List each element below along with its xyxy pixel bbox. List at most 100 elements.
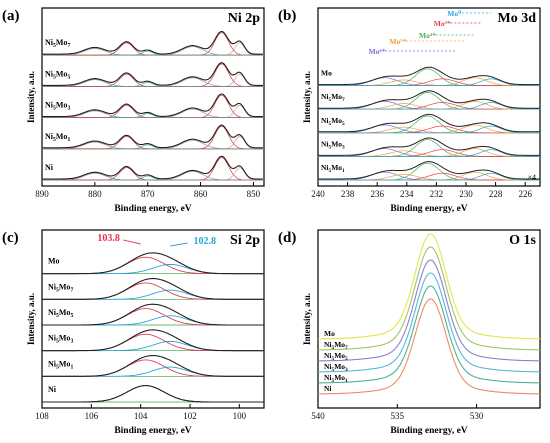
series-label-part: Mo bbox=[334, 362, 345, 371]
series-label-part: Mo bbox=[56, 38, 68, 47]
series-label-sub: 1 bbox=[67, 137, 70, 143]
series-Mo: Mo bbox=[318, 233, 540, 340]
series-label: Mo bbox=[324, 329, 335, 338]
series-label-part: Mo bbox=[59, 282, 71, 291]
series-label-sub: 3 bbox=[345, 367, 348, 373]
series-label-part: Mo bbox=[59, 308, 71, 317]
series-Mo: Mo bbox=[318, 66, 540, 86]
series-label-part: Mo bbox=[334, 373, 345, 382]
spectrum-line bbox=[318, 246, 540, 351]
series-label-part: Mo bbox=[331, 139, 342, 148]
series-label-part: Ni bbox=[324, 373, 332, 382]
peak-annotation-102.8: 102.8 bbox=[194, 236, 217, 247]
series-label-sub: 5 bbox=[56, 287, 59, 293]
plot-frame bbox=[41, 7, 265, 187]
panel-label: (a) bbox=[2, 8, 20, 24]
series-Ni: Ni bbox=[42, 155, 264, 181]
spectrum-line bbox=[42, 124, 263, 149]
fit-component bbox=[42, 79, 264, 87]
x-tick-label: 530 bbox=[470, 411, 484, 421]
series-label-sub: 5 bbox=[56, 339, 59, 345]
series-label-part: Ni bbox=[324, 384, 332, 393]
x-tick-label: 890 bbox=[35, 189, 49, 199]
series-Ni5Mo7: Ni5​Mo7​ bbox=[42, 278, 264, 300]
fit-component bbox=[318, 149, 540, 157]
panel-title: O 1s bbox=[509, 233, 536, 248]
oxidation-state-label: Mo³⁺ bbox=[434, 19, 451, 28]
series-Ni5Mo5: Ni5​Mo5​ bbox=[42, 62, 264, 87]
series-label-sub: 3 bbox=[342, 144, 345, 150]
series-label-sub: 5 bbox=[53, 137, 56, 143]
series-label: Ni5​Mo7​ bbox=[45, 38, 70, 49]
fit-component bbox=[318, 102, 540, 110]
series-label-sub: 3 bbox=[70, 339, 73, 345]
y-axis-label: Intensity, a.u. bbox=[302, 71, 312, 123]
fit-component-102.8 bbox=[42, 315, 264, 326]
fit-component bbox=[318, 172, 540, 181]
series-Ni5Mo7: Ni5​Mo7​ bbox=[318, 246, 540, 351]
series-label-sub: 5 bbox=[53, 43, 56, 49]
series-Ni5Mo5: Ni5​Mo5​ bbox=[318, 259, 540, 362]
series-label-sub: 5 bbox=[56, 364, 59, 370]
x-tick-label: 238 bbox=[341, 189, 355, 199]
x-tick-label: 860 bbox=[194, 189, 208, 199]
series-label-part: Ni bbox=[45, 69, 54, 78]
x-tick-label: 234 bbox=[400, 189, 414, 199]
fit-component-103.8 bbox=[42, 359, 264, 377]
x-tick-label: 100 bbox=[233, 411, 247, 421]
series-label-sub: 1 bbox=[70, 364, 73, 370]
series-label-sub: 7 bbox=[70, 287, 73, 293]
series-label-part: Ni bbox=[321, 163, 329, 172]
x-tick-label: 232 bbox=[430, 189, 444, 199]
series-Ni5Mo7: Ni5​Mo7​ bbox=[318, 90, 540, 110]
panel-title: Mo 3d bbox=[498, 11, 537, 26]
y-axis-label: Intensity, a.u. bbox=[26, 293, 36, 345]
fit-component-103.8 bbox=[42, 282, 264, 300]
series-label-part: Mo bbox=[331, 116, 342, 125]
series-label: Mo bbox=[321, 69, 332, 78]
series-label-sub: 1 bbox=[342, 168, 345, 174]
series-label-part: Mo bbox=[59, 359, 71, 368]
series-label: Ni5​Mo7​ bbox=[324, 340, 348, 351]
oxidation-state-label: Mo⁰ bbox=[447, 9, 462, 18]
series-label-part: Ni bbox=[48, 385, 57, 394]
series-label-part: Ni bbox=[321, 92, 329, 101]
spectrum-line bbox=[42, 303, 264, 326]
x-tick-label: 236 bbox=[370, 189, 384, 199]
series-Ni5Mo5: Ni5​Mo5​ bbox=[318, 113, 540, 134]
series-label: Ni5​Mo7​ bbox=[48, 282, 73, 293]
series-label: Ni5​Mo3​ bbox=[48, 334, 73, 345]
series-Ni5Mo3: Ni5​Mo3​ bbox=[318, 272, 540, 373]
series-label-part: Mo bbox=[331, 163, 342, 172]
spectrum-line bbox=[42, 278, 264, 300]
series-Ni5Mo1: Ni5​Mo1​ bbox=[42, 355, 264, 377]
series-Ni5Mo7: Ni5​Mo7​ bbox=[42, 30, 264, 56]
series-Ni5Mo1: Ni5​Mo1​ bbox=[318, 161, 540, 181]
series-label: Ni5​Mo3​ bbox=[45, 101, 70, 112]
spectrum-line bbox=[42, 355, 264, 377]
series-label-part: Ni bbox=[321, 139, 329, 148]
series-label-sub: 3 bbox=[67, 106, 70, 112]
series-label-sub: 5 bbox=[332, 378, 335, 384]
oxidation-state-label: Mo⁶⁺ bbox=[369, 47, 386, 56]
spectrum-line bbox=[318, 113, 540, 133]
series-label-sub: 5 bbox=[332, 356, 335, 362]
series-label-sub: 5 bbox=[56, 313, 59, 319]
series-label-part: Ni bbox=[48, 308, 57, 317]
fit-component bbox=[42, 48, 264, 56]
spectrum-line bbox=[318, 259, 540, 362]
series-label-part: Ni bbox=[45, 38, 54, 47]
panel-label: (b) bbox=[278, 8, 296, 24]
plot-frame bbox=[317, 7, 541, 187]
spectrum-line bbox=[318, 298, 540, 395]
series-label-part: Mo bbox=[56, 69, 68, 78]
series-label-sub: 5 bbox=[342, 121, 345, 127]
spectrum-line bbox=[318, 161, 540, 180]
fit-component-103.8 bbox=[42, 385, 264, 403]
series-label-sub: 5 bbox=[329, 97, 332, 103]
series-label-part: Ni bbox=[48, 334, 57, 343]
fit-component-102.8 bbox=[42, 289, 264, 300]
spectrum-line bbox=[318, 272, 540, 373]
series-label-part: Mo bbox=[331, 92, 342, 101]
